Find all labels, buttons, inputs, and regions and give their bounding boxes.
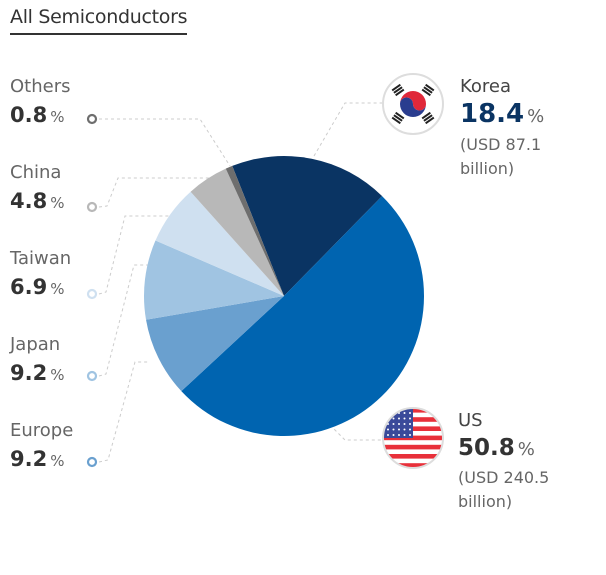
leader-korea bbox=[313, 102, 383, 157]
legend-label: Europe bbox=[10, 420, 74, 441]
legend-label: US bbox=[458, 410, 483, 431]
legend-value: 4.8 bbox=[10, 189, 48, 213]
legend-dot-china bbox=[86, 201, 98, 213]
percent-sign: % bbox=[50, 108, 65, 126]
legend-china: China 4.8% bbox=[10, 162, 64, 216]
legend-dot-europe bbox=[86, 456, 98, 468]
legend-europe: Europe 9.2% bbox=[10, 420, 73, 474]
legend-value: 18.4 bbox=[460, 99, 525, 129]
leader-others bbox=[99, 118, 231, 167]
pie-slice-us bbox=[181, 196, 425, 437]
legend-label: China bbox=[10, 162, 62, 183]
legend-value: 50.8 bbox=[458, 435, 515, 461]
pie-slice-taiwan bbox=[155, 191, 284, 296]
percent-sign: % bbox=[527, 106, 545, 127]
legend-us: US 50.8% (USD 240.5 billion) bbox=[458, 410, 558, 514]
leader-taiwan bbox=[98, 215, 170, 295]
korea-flag-icon bbox=[382, 73, 444, 135]
legend-dot-taiwan bbox=[86, 288, 98, 300]
pie-slice-korea bbox=[232, 156, 383, 296]
leader-us bbox=[329, 424, 383, 441]
legend-others: Others 0.8% bbox=[10, 76, 71, 130]
legend-label: Others bbox=[10, 76, 71, 97]
legend-taiwan: Taiwan 6.9% bbox=[10, 248, 71, 302]
chart-title: All Semiconductors bbox=[10, 6, 187, 35]
legend-label: Japan bbox=[10, 334, 61, 355]
legend-value: 9.2 bbox=[10, 447, 48, 471]
legend-korea: Korea 18.4% (USD 87.1 billion) bbox=[460, 76, 560, 181]
legend-dot-japan bbox=[86, 370, 98, 382]
percent-sign: % bbox=[50, 452, 65, 470]
percent-sign: % bbox=[50, 194, 65, 212]
pie-slice-japan bbox=[144, 240, 284, 320]
legend-usd: (USD 87.1 billion) bbox=[460, 135, 542, 178]
legend-usd: (USD 240.5 billion) bbox=[458, 468, 550, 511]
percent-sign: % bbox=[50, 366, 65, 384]
us-flag-icon bbox=[382, 407, 444, 469]
leader-china bbox=[98, 177, 210, 208]
percent-sign: % bbox=[517, 439, 535, 460]
legend-japan: Japan 9.2% bbox=[10, 334, 64, 388]
percent-sign: % bbox=[50, 280, 65, 298]
legend-value: 9.2 bbox=[10, 361, 48, 385]
pie-slice-china bbox=[190, 168, 284, 296]
pie-slice-others bbox=[225, 165, 284, 296]
legend-dot-others bbox=[86, 113, 98, 125]
legend-label: Korea bbox=[460, 76, 512, 97]
leader-europe bbox=[98, 361, 150, 463]
legend-value: 6.9 bbox=[10, 275, 48, 299]
legend-value: 0.8 bbox=[10, 103, 48, 127]
pie-slice-europe bbox=[146, 296, 284, 392]
legend-label: Taiwan bbox=[10, 248, 72, 269]
